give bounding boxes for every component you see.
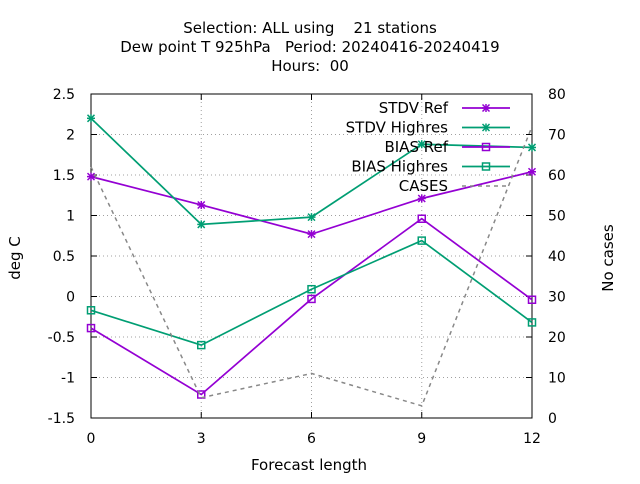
series-line <box>90 239 533 347</box>
y-tick-label: -1 <box>61 371 75 387</box>
star-marker <box>527 143 537 152</box>
y2-tick-label: 40 <box>548 249 566 265</box>
x-tick-label: 9 <box>417 431 426 447</box>
y-tick-label: 0.5 <box>53 249 75 265</box>
square-marker <box>417 236 426 245</box>
y2-tick-label: 70 <box>548 128 566 144</box>
legend-label: BIAS Highres <box>351 158 448 176</box>
star-marker <box>417 140 426 149</box>
x-tick-label: 6 <box>307 431 316 447</box>
y2-axis-label: No cases <box>599 224 617 292</box>
square-marker <box>86 323 96 333</box>
series-line <box>90 217 533 396</box>
title-line: Hours: 00 <box>271 57 349 75</box>
star-marker <box>197 220 206 229</box>
square-marker <box>481 142 491 152</box>
square-marker <box>307 294 316 304</box>
star-marker <box>417 194 426 203</box>
square-marker <box>86 306 96 315</box>
star-marker <box>481 123 491 132</box>
y-tick-label: -1.5 <box>48 411 75 427</box>
legend-label: BIAS Ref <box>384 138 448 156</box>
y-tick-label: 2 <box>66 128 75 144</box>
legend-label: STDV Highres <box>346 119 449 137</box>
legend-label: STDV Ref <box>379 99 449 117</box>
y-tick-label: -0.5 <box>48 330 75 346</box>
y2-tick-label: 60 <box>548 168 566 184</box>
x-tick-label: 0 <box>87 431 96 447</box>
square-marker <box>307 284 316 294</box>
square-marker <box>417 214 426 223</box>
legend-label: CASES <box>399 177 448 195</box>
y-axis-label: deg C <box>6 236 24 280</box>
square-marker <box>527 295 537 304</box>
y2-tick-label: 80 <box>548 87 566 103</box>
y2-tick-label: 30 <box>548 290 566 306</box>
square-marker <box>481 162 491 171</box>
star-marker <box>527 167 537 176</box>
y-tick-label: 1 <box>66 209 75 225</box>
y2-tick-label: 20 <box>548 330 566 346</box>
square-marker <box>197 340 206 350</box>
star-marker <box>307 230 316 239</box>
square-marker <box>197 390 206 399</box>
series-line <box>90 126 533 407</box>
star-marker <box>307 213 316 222</box>
title-line: Dew point T 925hPa Period: 20240416-2024… <box>120 38 499 56</box>
star-marker <box>481 103 491 113</box>
y2-tick-label: 10 <box>548 371 566 387</box>
y-tick-label: 0 <box>66 290 75 306</box>
title-line: Selection: ALL using 21 stations <box>183 19 437 37</box>
star-marker <box>197 200 206 210</box>
grid <box>90 93 533 419</box>
x-axis-label: Forecast length <box>251 456 367 474</box>
square-marker <box>527 318 537 327</box>
y-tick-label: 2.5 <box>53 87 75 103</box>
x-tick-label: 3 <box>197 431 206 447</box>
axes: -1.5 -1 -0.5 0 0.5 1 1.5 2 2.5 0 10 20 30 40 50 60 70 80 0… <box>48 87 566 447</box>
star-marker <box>86 172 96 181</box>
y2-tick-label: 0 <box>548 411 557 427</box>
star-marker <box>86 114 96 123</box>
y-tick-label: 1.5 <box>53 168 75 184</box>
y2-tick-label: 50 <box>548 209 566 225</box>
series <box>86 114 537 407</box>
x-tick-label: 12 <box>523 431 541 447</box>
